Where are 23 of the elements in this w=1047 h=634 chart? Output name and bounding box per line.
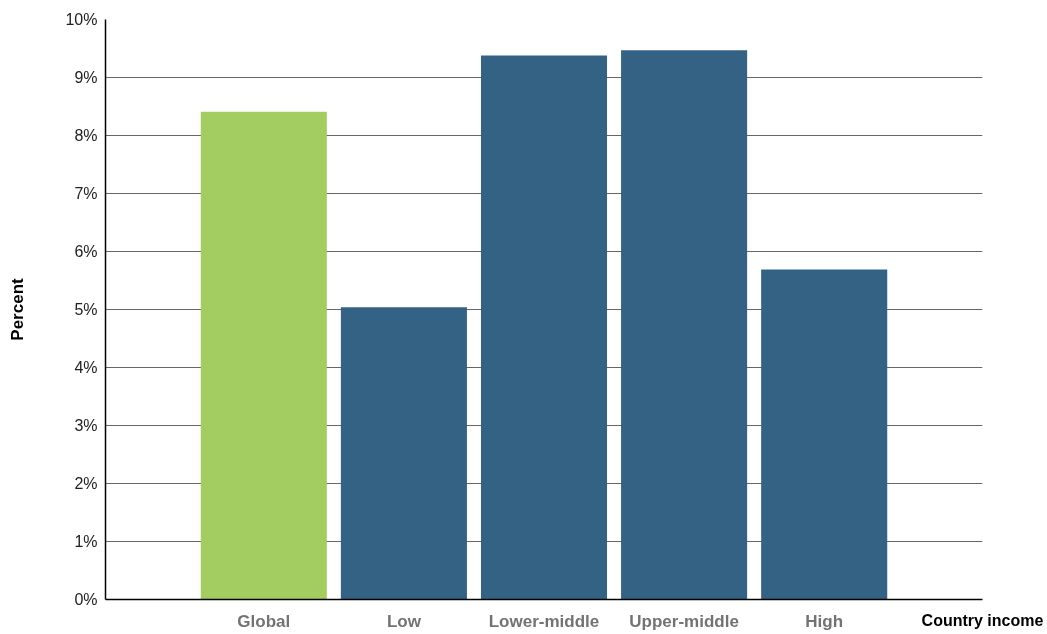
bar xyxy=(480,55,608,600)
x-tick-label: High xyxy=(805,611,844,631)
y-tick-label: 6% xyxy=(74,243,98,260)
x-tick-label: Global xyxy=(237,611,291,631)
x-tick-label: Upper-middle xyxy=(629,611,739,631)
bar xyxy=(761,269,888,600)
y-tick-label: 5% xyxy=(74,301,98,318)
bar xyxy=(340,307,467,600)
x-tick-label: Low xyxy=(386,611,422,631)
x-axis-title: Country income xyxy=(921,611,1044,629)
y-tick-label: 2% xyxy=(74,475,98,492)
y-axis-title: Percent xyxy=(8,277,28,341)
y-tick-label: 3% xyxy=(74,417,98,434)
x-tick-label: Lower-middle xyxy=(488,611,600,631)
y-tick-label: 7% xyxy=(74,185,98,202)
y-tick-label: 9% xyxy=(74,69,98,86)
bar xyxy=(621,50,748,600)
y-tick-label: 4% xyxy=(74,359,98,376)
y-tick-label: 8% xyxy=(74,127,98,144)
y-tick-label: 1% xyxy=(74,533,98,550)
y-tick-label: 0% xyxy=(74,591,98,608)
bar xyxy=(200,111,327,600)
y-tick-label: 10% xyxy=(65,11,98,28)
